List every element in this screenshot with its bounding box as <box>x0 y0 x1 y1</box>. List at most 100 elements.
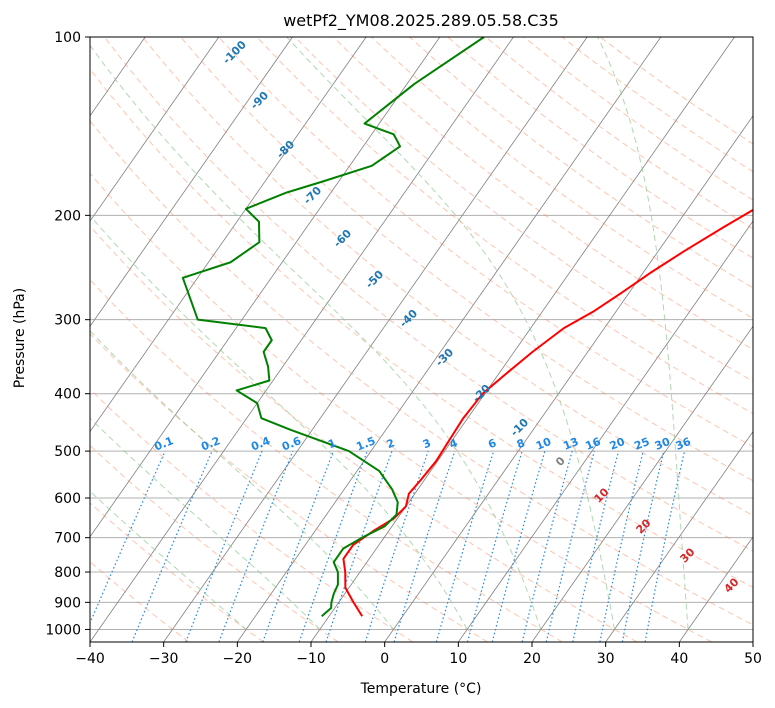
x-tick-label: 30 <box>597 651 615 667</box>
x-tick-label: −40 <box>75 651 105 667</box>
mixing-ratio-label: 36 <box>674 435 693 453</box>
temperature-profile-line <box>342 208 753 617</box>
x-tick-label: 20 <box>523 651 541 667</box>
mixing-ratio-label: 13 <box>561 435 580 453</box>
mixing-ratio-label: 2 <box>385 436 397 451</box>
dry-adiabat-label: -20 <box>470 382 493 405</box>
x-tick-label: 0 <box>380 651 389 667</box>
x-tick-label: 50 <box>744 651 762 667</box>
mixing-ratio-label: 3 <box>421 436 433 451</box>
x-tick-label: 40 <box>670 651 688 667</box>
dry-adiabat-label: -50 <box>363 268 386 291</box>
y-tick-label: 500 <box>54 444 81 460</box>
mixing-ratio-label: 6 <box>486 436 498 451</box>
dry-adiabat-label: -60 <box>331 227 354 250</box>
dry-adiabat-line <box>90 388 414 642</box>
y-tick-label: 400 <box>54 387 81 403</box>
mixing-ratio-line <box>521 450 573 642</box>
y-axis-label: Pressure (hPa) <box>12 288 28 388</box>
mixing-ratio-label: 25 <box>632 435 651 453</box>
dewpoint-profile-line <box>181 37 485 618</box>
y-axis-ticks: 100 200 300 400 500 600 700 800 900 1000 <box>45 30 90 638</box>
mixing-ratio-label: 1 <box>326 436 338 451</box>
mixing-ratio-line <box>545 450 595 642</box>
moist-adiabat-line <box>90 417 321 630</box>
dry-adiabat-line <box>332 37 753 351</box>
isotherm-line <box>163 37 588 642</box>
dry-adiabat-line <box>90 561 190 642</box>
dry-adiabat-label: -40 <box>397 307 420 330</box>
plot-frame <box>89 36 754 643</box>
plot-background <box>0 37 753 642</box>
x-axis-label: Temperature (°C) <box>360 681 482 697</box>
y-tick-label: 1000 <box>45 622 81 638</box>
plot-labels: 0.1 0.2 0.4 0.6 1 1.5 2 3 4 6 8 10 13 16 20 25 30 36-100-… <box>152 38 741 596</box>
x-tick-label: −20 <box>223 651 253 667</box>
mixing-ratio-label: 20 <box>608 435 627 453</box>
y-tick-label: 700 <box>54 531 81 547</box>
mixing-ratio-line <box>491 450 546 642</box>
y-tick-label: 900 <box>54 595 81 611</box>
dry-adiabat-line <box>90 68 753 589</box>
mixing-ratio-line <box>185 450 263 642</box>
isotherm-line <box>90 37 293 327</box>
x-tick-label: −10 <box>296 651 326 667</box>
mixing-ratio-line <box>393 450 456 642</box>
mixing-ratio-line <box>218 450 294 642</box>
dry-adiabat-line <box>256 37 753 415</box>
isotherm-line <box>90 37 441 538</box>
moist-adiabat-line <box>90 44 542 630</box>
dry-adiabat-line <box>104 37 753 552</box>
isotherm-line <box>384 115 753 642</box>
y-tick-label: 100 <box>54 30 81 46</box>
mixing-ratio-line <box>262 450 335 642</box>
dry-adiabat-line <box>90 333 488 642</box>
dry-adiabat-label: 0 <box>553 454 568 469</box>
plot-lines <box>181 37 753 618</box>
isotherm-line <box>237 37 662 642</box>
isotherm-line <box>0 37 72 642</box>
mixing-ratio-label: 10 <box>534 435 553 453</box>
dry-adiabat-line <box>447 37 753 259</box>
mixing-ratio-line <box>364 450 429 642</box>
dry-adiabat-line <box>294 37 753 382</box>
dry-adiabat-label: -10 <box>508 416 531 439</box>
moist-adiabat-line <box>90 330 394 630</box>
x-tick-label: 10 <box>449 651 467 667</box>
dry-adiabat-line <box>485 37 753 230</box>
dry-adiabat-label: -30 <box>433 346 456 369</box>
isotherm-line <box>531 325 753 642</box>
dry-adiabat-line <box>90 225 638 642</box>
dry-adiabat-line <box>90 120 753 626</box>
dry-adiabat-label: -90 <box>248 89 271 112</box>
dry-adiabat-line <box>90 502 264 642</box>
dry-adiabat-line <box>218 37 753 448</box>
dry-adiabat-line <box>523 37 753 201</box>
x-tick-label: −30 <box>149 651 179 667</box>
isotherm-line <box>458 220 753 642</box>
moist-adiabat-line <box>597 37 689 630</box>
y-tick-label: 600 <box>54 491 81 507</box>
mixing-ratio-line <box>466 450 523 642</box>
mixing-ratio-line <box>435 450 495 642</box>
isotherm-line <box>90 37 220 222</box>
mixing-ratio-line <box>572 450 620 642</box>
mixing-ratio-label: 8 <box>515 436 527 451</box>
mixing-ratio-line <box>644 450 686 642</box>
x-axis-ticks: −40 −30 −20 −10 0 10 20 30 40 50 <box>75 642 762 667</box>
isotherm-line <box>605 430 753 642</box>
moist-adiabat-line <box>90 490 247 630</box>
dry-adiabat-line <box>90 278 563 642</box>
isotherm-line <box>90 37 514 642</box>
dry-adiabat-label: -100 <box>220 38 249 67</box>
isotherm-line <box>310 37 735 642</box>
mixing-ratio-line <box>599 450 644 642</box>
moist-adiabat-line <box>286 37 615 630</box>
dry-adiabat-line <box>142 37 753 517</box>
dry-adiabat-label: 10 <box>592 485 612 505</box>
mixing-ratio-line <box>90 450 166 625</box>
mixing-ratio-line <box>325 450 393 642</box>
isotherm-line <box>90 37 367 433</box>
y-tick-label: 800 <box>54 565 81 581</box>
